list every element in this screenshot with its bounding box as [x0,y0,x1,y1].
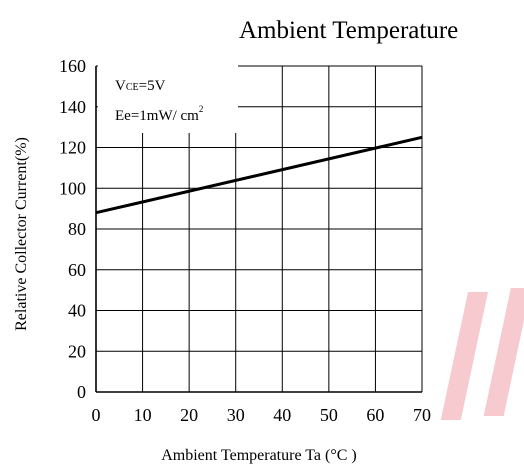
y-tick-label-60: 60 [68,260,86,280]
y-tick-label-120: 120 [59,138,86,158]
y-tick-label-0: 0 [77,382,86,402]
grid [95,65,423,393]
series-line-0 [95,135,423,215]
x-tick-label-40: 40 [273,405,291,425]
x-tick-label-30: 30 [227,405,245,425]
annotation-ee-superscript: 2 [199,104,204,114]
y-tick-label-100: 100 [59,178,86,198]
annotation-vce-subscript: CE [126,82,139,93]
watermark [440,288,524,420]
watermark-bar-left [440,292,488,420]
x-axis-label: Ambient Temperature Ta (°C ) [161,447,357,464]
annotation-vce-value: =5V [139,78,166,94]
annotation-vce-symbol: V [115,78,126,94]
annotation-box [98,65,238,133]
y-axis-label: Relative Collector Current(%) [13,137,30,331]
watermark-bar-right [483,288,524,416]
y-tick-label-40: 40 [68,301,86,321]
x-tick-label-0: 0 [92,405,101,425]
series [95,135,423,215]
x-tick-label-10: 10 [134,405,152,425]
y-tick-label-140: 140 [59,97,86,117]
x-tick-label-20: 20 [180,405,198,425]
y-tick-label-160: 160 [59,56,86,76]
chart-title: Ambient Temperature [239,17,458,44]
x-tick-label-60: 60 [366,405,384,425]
annotation-ee: Ee=1mW/ cm2 [115,104,203,124]
tick-labels: 0 10 20 30 40 50 60 70 0 20 40 60 80 100 120 140 160 [59,56,431,425]
y-tick-label-80: 80 [68,219,86,239]
annotation-ee-text: Ee=1mW/ cm [115,108,199,124]
y-tick-label-20: 20 [68,341,86,361]
x-tick-label-70: 70 [413,405,431,425]
annotation-vce: VCE=5V [115,78,166,94]
x-tick-label-50: 50 [320,405,338,425]
